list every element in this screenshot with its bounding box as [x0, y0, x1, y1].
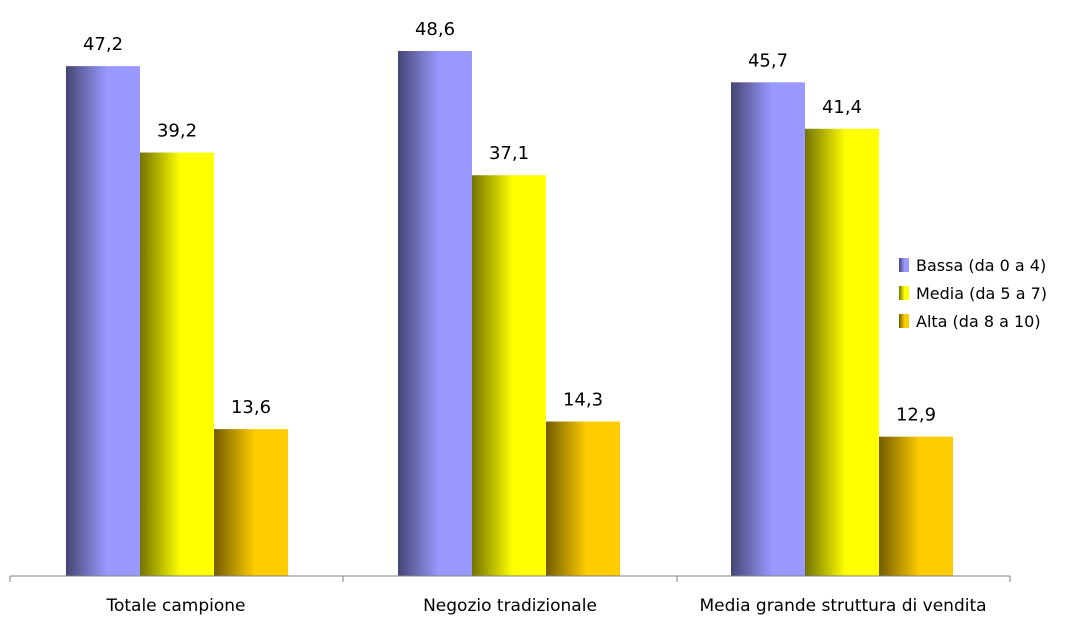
legend-swatch [899, 286, 909, 300]
bar [140, 152, 214, 576]
data-label: 37,1 [489, 143, 529, 164]
data-label: 39,2 [157, 121, 197, 142]
data-label: 41,4 [822, 97, 862, 118]
bar [214, 429, 288, 576]
legend: Bassa (da 0 a 4) Media (da 5 a 7) Alta (da… [899, 256, 1047, 331]
data-label: 12,9 [896, 405, 936, 426]
category-labels-layer: Totale campione Negozio tradizionale Media… [105, 596, 986, 616]
bar [66, 66, 140, 576]
bar [805, 128, 879, 576]
legend-label: Bassa (da 0 a 4) [916, 256, 1046, 275]
category-label: Negozio tradizionale [423, 596, 597, 616]
legend-swatch [899, 258, 909, 272]
data-label: 48,6 [415, 19, 455, 40]
bar [546, 421, 620, 576]
data-label: 45,7 [748, 50, 788, 71]
bar [879, 436, 953, 576]
legend-label: Alta (da 8 a 10) [916, 312, 1041, 331]
bars-layer [66, 51, 953, 577]
data-label: 14,3 [563, 390, 603, 411]
legend-label: Media (da 5 a 7) [916, 284, 1047, 303]
bar [398, 51, 472, 576]
bar [472, 175, 546, 576]
data-label: 13,6 [231, 397, 271, 418]
data-labels-layer: 47,2 39,2 13,6 48,6 37,1 14,3 45,7 41,4 12,9 [83, 19, 936, 426]
x-axis [9, 575, 1011, 582]
category-label: Totale campione [105, 596, 245, 616]
category-label: Media grande struttura di vendita [699, 596, 986, 616]
bar [731, 82, 805, 577]
legend-swatch [899, 314, 909, 328]
data-label: 47,2 [83, 34, 123, 55]
